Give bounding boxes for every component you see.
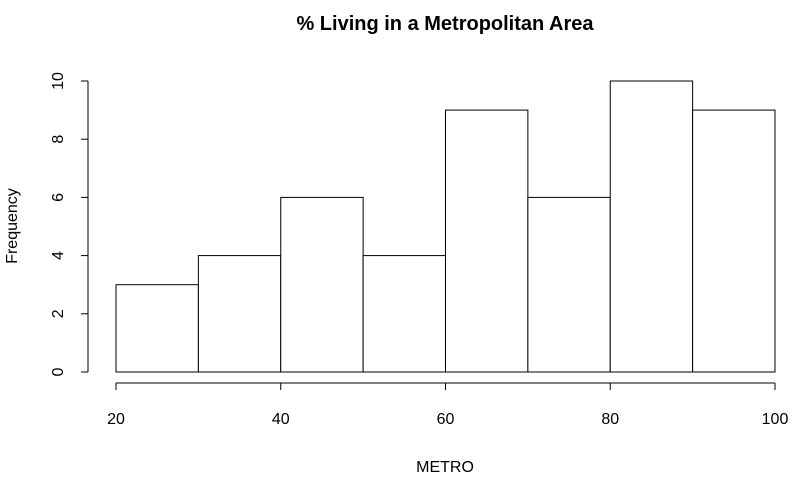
histogram-bar-40-50 — [280, 196, 364, 373]
histogram-bar-90-100 — [692, 109, 776, 373]
y-tick-label: 8 — [50, 135, 67, 144]
x-tick-label: 100 — [762, 411, 789, 428]
histogram-bar-70-80 — [527, 196, 611, 373]
x-axis: 20 40 60 80 100 — [107, 382, 789, 428]
histogram-bar-80-90 — [609, 80, 694, 373]
histogram-bar-50-60 — [362, 255, 446, 373]
x-axis-label: METRO — [416, 459, 474, 476]
y-tick-label: 6 — [50, 193, 67, 202]
x-tick-label: 20 — [107, 411, 125, 428]
chart-title: % Living in a Metropolitan Area — [296, 13, 594, 35]
bars-group — [115, 80, 776, 373]
y-tick-label: 2 — [50, 309, 67, 318]
x-tick-label: 60 — [437, 411, 455, 428]
y-tick-label: 4 — [50, 251, 67, 260]
y-tick-label: 0 — [50, 367, 67, 376]
x-tick-label: 80 — [601, 411, 619, 428]
y-axis-label: Frequency — [4, 188, 21, 264]
y-tick-label: 10 — [50, 72, 67, 90]
y-axis: 0 2 4 6 8 10 — [50, 72, 89, 376]
histogram-bar-30-40 — [197, 255, 282, 373]
histogram-bar-20-30 — [115, 284, 199, 373]
histogram-bar-60-70 — [445, 109, 529, 373]
x-tick-label: 40 — [272, 411, 290, 428]
